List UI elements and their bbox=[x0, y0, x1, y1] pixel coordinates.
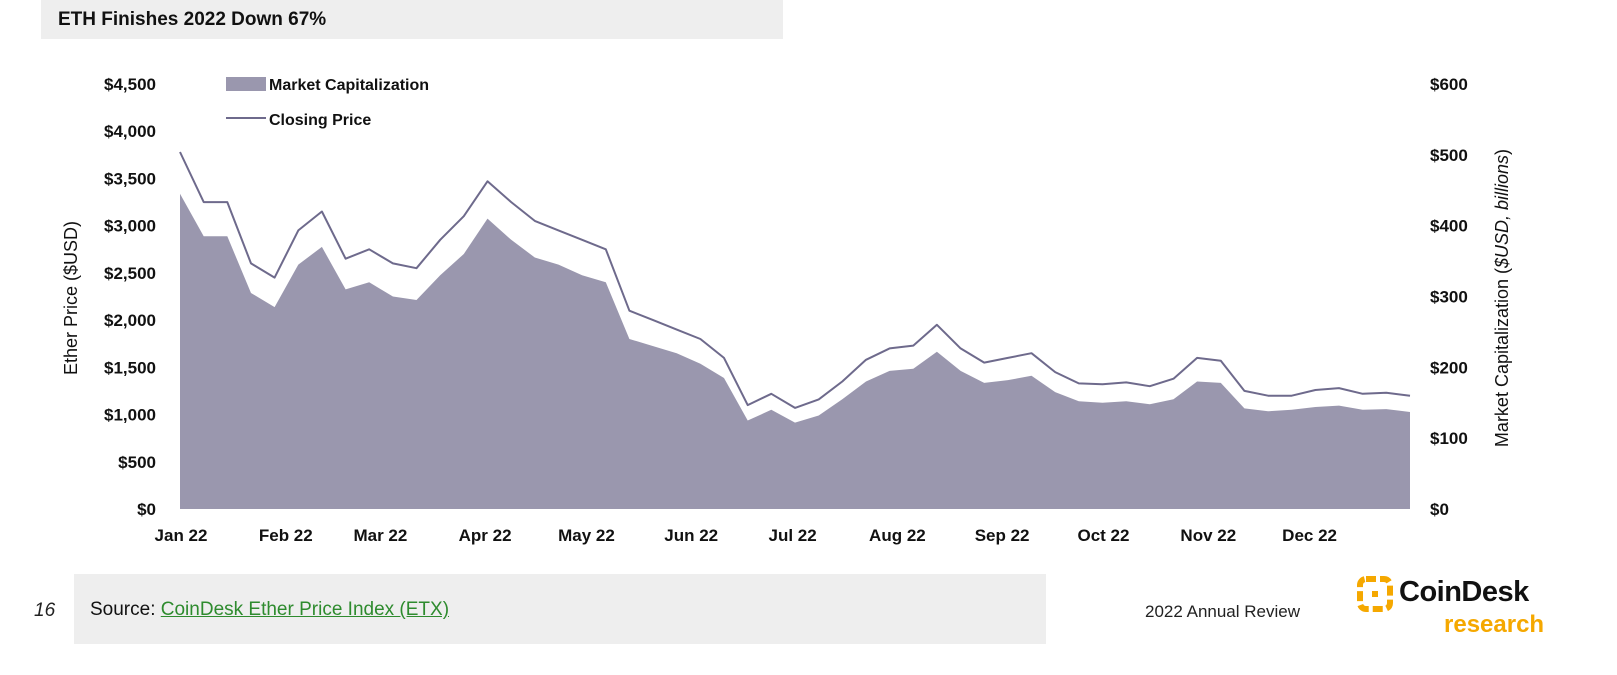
footer-bar bbox=[74, 574, 1046, 644]
left-tick-label: $3,000 bbox=[104, 217, 156, 236]
right-axis-ticks: $0 $100 $200 $300 $400 $500 $600 bbox=[1430, 75, 1468, 519]
closing-price-line bbox=[179, 151, 1411, 409]
x-tick-label: Apr 22 bbox=[459, 526, 512, 545]
left-tick-label: $1,500 bbox=[104, 358, 156, 377]
logo-name: CoinDesk bbox=[1399, 576, 1529, 608]
x-tick-label: Jan 22 bbox=[155, 526, 208, 545]
x-tick-label: Sep 22 bbox=[975, 526, 1030, 545]
logo-sub: research bbox=[1444, 611, 1545, 638]
right-tick-label: $200 bbox=[1430, 358, 1468, 377]
page-number: 16 bbox=[34, 600, 56, 621]
left-axis-ticks: $0 $500 $1,000 $1,500 $2,000 $2,500 $3,000 $3,5… bbox=[104, 75, 156, 519]
x-tick-label: Aug 22 bbox=[869, 526, 926, 545]
legend: Market Capitalization Closing Price bbox=[226, 77, 429, 129]
right-tick-label: $400 bbox=[1430, 217, 1468, 236]
left-tick-label: $0 bbox=[137, 500, 156, 519]
right-tick-label: $0 bbox=[1430, 500, 1449, 519]
x-tick-label: Feb 22 bbox=[259, 526, 313, 545]
right-tick-label: $600 bbox=[1430, 75, 1468, 94]
right-tick-label: $500 bbox=[1430, 146, 1468, 165]
legend-label-closing-price: Closing Price bbox=[269, 112, 371, 129]
left-tick-label: $4,500 bbox=[104, 75, 156, 94]
x-axis-ticks: Jan 22 Feb 22 Mar 22 Apr 22 May 22 Jun 22 Jul … bbox=[155, 526, 1337, 545]
x-tick-label: Jun 22 bbox=[664, 526, 718, 545]
legend-swatch-market-cap bbox=[226, 77, 266, 91]
right-tick-label: $300 bbox=[1430, 288, 1468, 307]
legend-label-market-cap: Market Capitalization bbox=[269, 77, 429, 94]
left-tick-label: $3,500 bbox=[104, 169, 156, 188]
x-tick-label: May 22 bbox=[558, 526, 615, 545]
left-tick-label: $2,000 bbox=[104, 311, 156, 330]
source-line: Source: CoinDesk Ether Price Index (ETX) bbox=[90, 599, 449, 621]
report-label: 2022 Annual Review bbox=[1145, 602, 1301, 621]
x-tick-label: Mar 22 bbox=[353, 526, 407, 545]
x-tick-label: Dec 22 bbox=[1282, 526, 1337, 545]
coindesk-logo: CoinDesk research bbox=[1357, 576, 1557, 638]
left-tick-label: $4,000 bbox=[104, 122, 156, 141]
left-tick-label: $2,500 bbox=[104, 264, 156, 283]
left-tick-label: $500 bbox=[118, 453, 156, 472]
right-tick-label: $100 bbox=[1430, 429, 1468, 448]
x-tick-label: Oct 22 bbox=[1078, 526, 1130, 545]
market-cap-area bbox=[180, 193, 1410, 510]
page-title: ETH Finishes 2022 Down 67% bbox=[58, 9, 327, 30]
x-tick-label: Nov 22 bbox=[1180, 526, 1236, 545]
left-tick-label: $1,000 bbox=[104, 406, 156, 425]
source-prefix: Source: bbox=[90, 599, 161, 620]
title-bar: ETH Finishes 2022 Down 67% bbox=[41, 0, 783, 39]
x-tick-label: Jul 22 bbox=[768, 526, 816, 545]
market-cap-area-group bbox=[180, 193, 1410, 510]
closing-price-line-group bbox=[179, 151, 1411, 409]
left-axis-title: Ether Price ($USD) bbox=[61, 221, 81, 375]
coindesk-mark-icon bbox=[1357, 576, 1393, 612]
right-axis-title: Market Capitalization ($USD, billions) bbox=[1492, 149, 1512, 447]
source-link[interactable]: CoinDesk Ether Price Index (ETX) bbox=[160, 599, 450, 620]
